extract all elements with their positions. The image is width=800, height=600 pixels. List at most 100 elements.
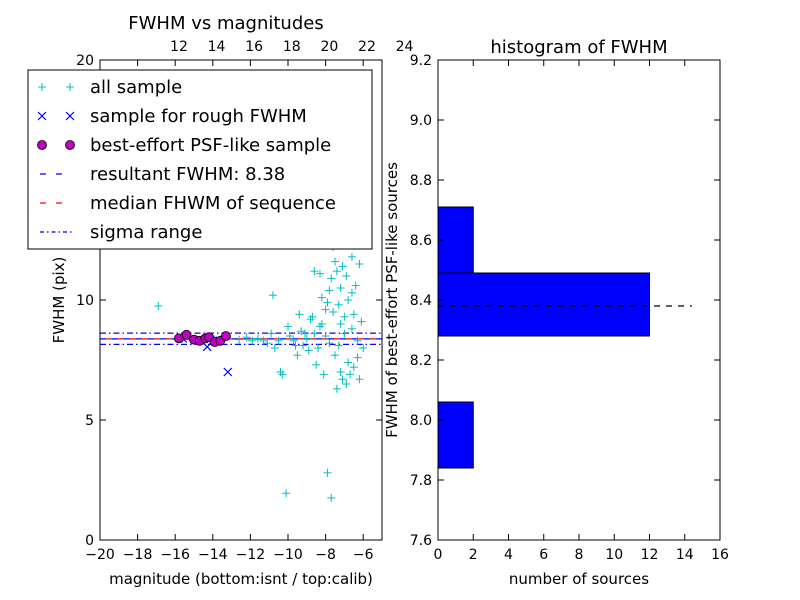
legend-entry: best-effort PSF-like sample <box>37 135 331 156</box>
data-point-plus <box>340 329 349 338</box>
histogram-bar <box>437 272 650 337</box>
scatter-panel: −20 −18 −16 −14 −12 −10 −8 −6 12 14 16 18 20 22 24 0 5 10… <box>27 13 414 588</box>
x-tick-label: −6 <box>353 547 374 563</box>
data-point-plus <box>284 322 292 331</box>
data-point-plus <box>291 341 300 350</box>
top-x-tick-label: 24 <box>396 39 414 55</box>
y-tick-label: 7.8 <box>410 473 432 489</box>
data-point-plus <box>331 257 339 266</box>
data-point-plus <box>334 300 343 309</box>
y-tick-label: 8.4 <box>410 293 432 309</box>
data-point-plus <box>278 370 287 379</box>
legend-entry: resultant FWHM: 8.38 <box>40 164 285 185</box>
data-point-plus <box>347 252 356 261</box>
data-point-plus <box>342 380 351 388</box>
data-point-cross <box>37 111 47 121</box>
x-tick-label: −14 <box>198 547 228 563</box>
x-tick-label: −16 <box>160 547 190 563</box>
x-tick-label: 6 <box>539 547 548 563</box>
histogram-ticks: 0 2 4 6 8 10 12 14 16 7.6 7.8 8.0 8.2 8.4 8.6 8.8 9.0 9.2 <box>410 53 729 563</box>
data-point-plus <box>357 317 366 326</box>
top-x-tick-label: 18 <box>283 39 301 55</box>
scatter-legend: all sample sample for rough FWHM best-effo… <box>27 69 373 250</box>
data-point-plus <box>325 286 334 295</box>
data-point-plus <box>310 267 319 276</box>
y-tick-label: 7.6 <box>410 533 432 549</box>
y-tick-label: 0 <box>85 533 94 549</box>
y-tick-label: 8.6 <box>410 233 432 249</box>
y-tick-label: 9.2 <box>410 53 432 69</box>
data-point-plus <box>323 468 332 477</box>
legend-entry: median FHWM of sequence <box>40 193 336 214</box>
legend-label: all sample <box>90 77 182 98</box>
x-tick-label: −10 <box>273 547 303 563</box>
data-point-plus <box>349 363 358 372</box>
data-point-plus <box>332 384 341 393</box>
data-point-plus <box>353 353 362 362</box>
legend-label: sigma range <box>90 222 202 243</box>
top-x-tick-label: 12 <box>170 39 188 55</box>
x-tick-label: 16 <box>711 547 729 563</box>
top-x-tick-label: 22 <box>358 39 376 55</box>
data-point-plus <box>329 308 338 316</box>
legend-entry: sample for rough FWHM <box>37 106 307 127</box>
scatter-plot-area <box>100 226 382 502</box>
data-point-plus <box>338 375 347 384</box>
data-point-plus <box>270 344 279 352</box>
data-point-plus <box>66 83 74 91</box>
data-point-plus <box>331 351 339 360</box>
data-point-plus <box>242 333 251 342</box>
x-tick-label: −8 <box>315 547 336 563</box>
data-point-plus <box>248 336 257 345</box>
data-point-circle <box>37 140 47 150</box>
data-point-plus <box>263 339 272 348</box>
x-tick-label: 4 <box>504 547 513 563</box>
data-point-plus <box>351 281 360 290</box>
legend-label: resultant FWHM: 8.38 <box>90 164 285 185</box>
x-tick-label: −18 <box>123 547 153 563</box>
data-point-plus <box>282 489 291 498</box>
data-point-plus <box>321 332 330 340</box>
data-point-plus <box>349 310 358 319</box>
data-point-plus <box>359 344 368 352</box>
data-point-plus <box>317 320 326 328</box>
legend-label: best-effort PSF-like sample <box>90 135 331 156</box>
data-point-plus <box>293 351 302 360</box>
data-point-plus <box>327 494 336 502</box>
x-tick-label: 2 <box>469 547 478 563</box>
scatter-ticks: −20 −18 −16 −14 −12 −10 −8 −6 12 14 16 18 20 22 24 0 5 10… <box>76 39 413 563</box>
data-point-plus <box>312 360 321 369</box>
data-point-plus <box>308 312 317 321</box>
data-point-plus <box>347 324 356 333</box>
histogram-bar <box>437 401 474 469</box>
legend-box <box>27 69 373 250</box>
data-point-plus <box>38 83 46 91</box>
legend-label: median FHWM of sequence <box>90 193 336 214</box>
data-point-plus <box>353 336 362 345</box>
data-point-plus <box>154 302 163 310</box>
x-tick-label: 10 <box>605 547 623 563</box>
legend-entry: sigma range <box>40 222 202 243</box>
x-tick-label: 8 <box>575 547 584 563</box>
x-tick-label: 12 <box>641 547 659 563</box>
data-point-plus <box>355 260 364 268</box>
top-x-tick-label: 20 <box>320 39 338 55</box>
histogram-ylabel: FWHM of best-effort PSF-like sources <box>383 162 401 438</box>
data-point-plus <box>299 341 308 350</box>
data-point-plus <box>295 310 304 319</box>
scatter-xlabel: magnitude (bottom:isnt / top:calib) <box>109 570 373 588</box>
y-tick-label: 5 <box>85 413 94 429</box>
data-point-plus <box>268 291 277 300</box>
data-point-plus <box>267 329 276 338</box>
y-tick-label: 20 <box>76 53 94 69</box>
data-point-plus <box>310 329 319 338</box>
data-point-plus <box>346 370 355 379</box>
data-point-plus <box>342 272 351 280</box>
data-point-plus <box>344 358 353 367</box>
data-point-plus <box>317 293 326 302</box>
data-point-plus <box>336 284 345 292</box>
data-point-plus <box>304 346 313 355</box>
legend-label: sample for rough FWHM <box>90 106 307 127</box>
data-point-plus <box>338 262 347 271</box>
y-tick-label: 8.0 <box>410 413 432 429</box>
